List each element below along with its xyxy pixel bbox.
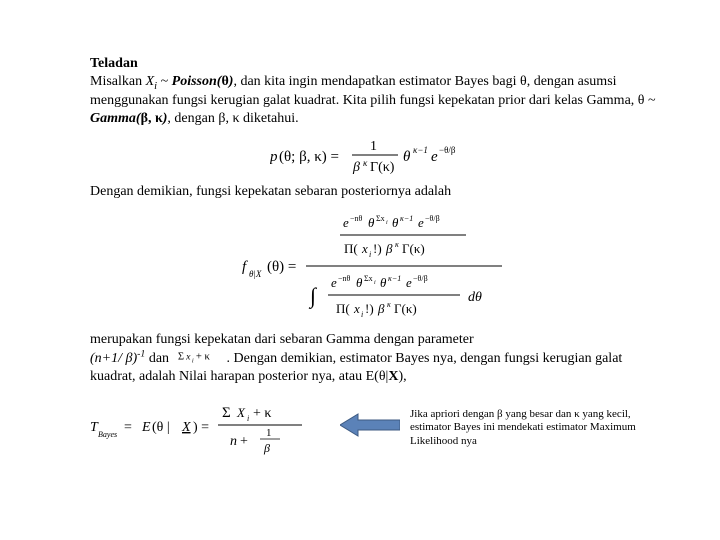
svg-text:n: n [230,434,237,449]
svg-text:+ κ: + κ [195,352,210,363]
svg-text:i: i [369,250,371,259]
p3-theta: θ [379,369,386,384]
p3-X: X [388,369,398,384]
svg-text:θ: θ [392,215,399,230]
p1-params: β, κ [218,111,239,126]
svg-text:Γ(κ): Γ(κ) [370,160,395,175]
svg-text:i: i [374,280,376,286]
svg-text:θ|X: θ|X [249,269,262,279]
svg-text:θ: θ [368,215,375,230]
svg-text:!): !) [373,241,382,256]
svg-text:e: e [418,215,424,230]
svg-text:Bayes: Bayes [98,430,117,439]
svg-text:∫: ∫ [308,283,318,309]
svg-text:κ: κ [387,300,391,309]
p1-q: diketahui. [240,111,299,126]
svg-text:i: i [191,358,193,365]
p1-c: ~ [157,74,172,89]
svg-text:−θ/β: −θ/β [413,274,428,283]
p1-o: , dengan [167,111,218,126]
p1-poisson: Poisson(θ) [172,74,234,89]
p3-c: dan [145,351,172,366]
p1-theta1: θ [520,74,527,89]
svg-text:) =: ) = [193,420,209,435]
svg-text:Γ(κ): Γ(κ) [394,301,417,316]
svg-text:Σ: Σ [222,405,231,421]
svg-text:Γ(κ): Γ(κ) [402,241,425,256]
svg-text:e: e [431,149,438,165]
note-text: Jika apriori dengan β yang besar dan κ y… [410,408,636,449]
svg-text:dθ: dθ [468,290,482,305]
p1-theta2: θ [638,93,645,108]
svg-text:κ−1: κ−1 [400,214,413,223]
svg-text:β: β [377,301,385,316]
p3-h: ), [398,369,406,384]
svg-text:+ κ: + κ [253,406,271,421]
svg-text:x: x [361,241,368,256]
svg-text:κ: κ [363,158,368,168]
svg-text:(θ) =: (θ) = [267,259,296,275]
svg-text:β: β [263,441,270,455]
svg-text:X: X [181,420,191,435]
svg-text:Π(: Π( [336,301,350,316]
svg-text:θ: θ [356,275,363,290]
heading: Teladan [90,56,138,71]
formula-bayes-estimator: T Bayes = E (θ | X ) = Σ X i + κ n + 1 β [90,393,310,463]
svg-text:−θ/β: −θ/β [425,214,440,223]
svg-text:x: x [185,352,191,363]
p3-a: merupakan fungsi kepekatan dari sebaran … [90,332,474,347]
svg-text:f: f [242,259,248,275]
svg-text:Σx: Σx [364,274,373,283]
svg-text:−nθ: −nθ [350,214,363,223]
svg-text:x: x [353,301,360,316]
svg-text:E: E [141,420,151,435]
svg-text:β: β [352,160,360,175]
svg-text:Σ: Σ [177,352,183,363]
arrow-left-icon [340,412,400,444]
svg-text:i: i [361,310,363,319]
p1-a: Misalkan [90,74,146,89]
svg-text:−θ/β: −θ/β [439,145,456,155]
svg-text:θ: θ [380,275,387,290]
p1-k: ~ [645,93,656,108]
svg-text:(θ |: (θ | [152,420,170,435]
svg-text:e: e [331,275,337,290]
p1-g: , dan kita ingin mendapatkan estimator B… [233,74,520,89]
formula-prior: p (θ; β, κ) = 1 β κ Γ(κ) θ κ−1 e −θ/β [90,133,660,177]
svg-text:κ: κ [395,240,399,249]
svg-text:=: = [124,420,132,435]
svg-text:−nθ: −nθ [338,274,351,283]
svg-text:e: e [343,215,349,230]
svg-text:κ−1: κ−1 [388,274,401,283]
svg-text:(θ; β, κ) =: (θ; β, κ) = [279,149,339,165]
svg-text:+: + [240,434,248,449]
svg-text:i: i [247,414,249,423]
svg-text:e: e [406,275,412,290]
svg-text:Σx: Σx [376,214,385,223]
svg-text:1: 1 [370,139,377,154]
svg-text:β: β [385,241,393,256]
p2: Dengan demikian, fungsi kepekatan sebara… [90,183,660,201]
svg-text:i: i [386,220,388,226]
p3-param1: (n+1/ β)-1 [90,351,145,366]
p1-gamma: Gamma(β, κ) [90,111,167,126]
svg-text:Π(: Π( [344,241,358,256]
svg-text:!): !) [365,301,374,316]
svg-text:κ−1: κ−1 [413,145,428,155]
p1-xi: Xi [146,74,157,89]
svg-text:p: p [270,149,278,165]
formula-inline-sum: Σ x i + κ [173,351,227,366]
formula-posterior: f θ|X (θ) = e −nθ θ Σx i θ κ−1 e −θ/β Π(… [90,207,660,325]
svg-text:X: X [236,405,246,420]
svg-text:θ: θ [403,149,411,165]
svg-text:1: 1 [266,427,272,439]
